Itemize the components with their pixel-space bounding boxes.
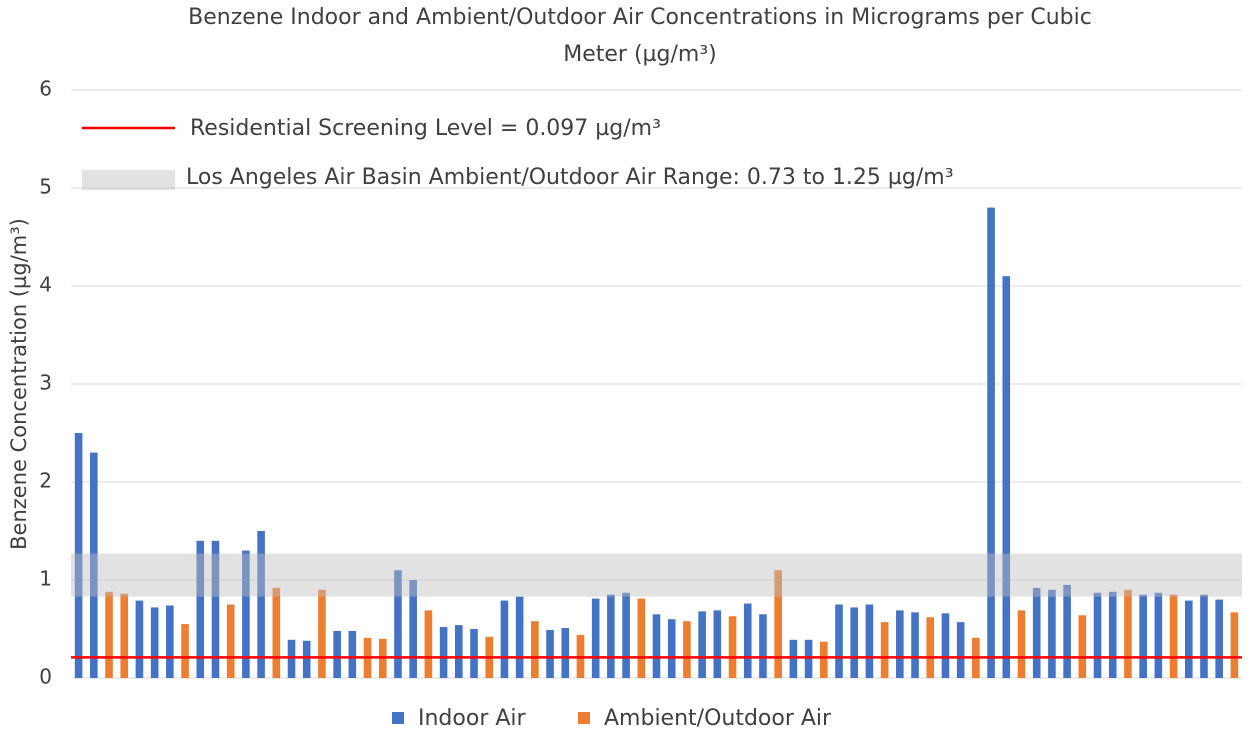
bar xyxy=(1017,610,1026,678)
bar xyxy=(302,640,311,678)
bar xyxy=(424,610,433,678)
bar xyxy=(74,433,83,678)
bar xyxy=(105,591,113,678)
bar xyxy=(941,613,950,678)
bar xyxy=(454,625,463,678)
bar xyxy=(865,604,874,678)
bar xyxy=(287,639,296,678)
bar xyxy=(546,629,554,678)
bar xyxy=(1002,276,1011,678)
y-tick-label: 5 xyxy=(39,175,52,199)
chart-title: Meter (µg/m³) xyxy=(563,42,717,67)
bar xyxy=(956,622,965,678)
legend-swatch xyxy=(392,712,404,724)
bar xyxy=(713,610,722,678)
bar xyxy=(987,207,995,678)
bar xyxy=(166,605,174,678)
y-tick-label: 0 xyxy=(39,665,52,689)
bar xyxy=(409,580,417,678)
bar xyxy=(394,570,402,678)
legend-swatch xyxy=(82,170,175,190)
bar xyxy=(333,630,341,678)
bar xyxy=(896,610,904,678)
bar xyxy=(1093,592,1102,678)
bar xyxy=(196,540,205,678)
bar xyxy=(926,617,935,678)
bar xyxy=(211,540,220,678)
bar xyxy=(911,612,919,678)
bar xyxy=(652,614,661,678)
bar xyxy=(774,570,782,678)
bar xyxy=(439,627,448,678)
bar xyxy=(743,603,752,678)
bar xyxy=(120,593,129,678)
bar xyxy=(257,531,265,678)
bar xyxy=(1215,599,1223,678)
bar xyxy=(561,628,570,678)
y-tick-label: 1 xyxy=(39,567,52,591)
bar xyxy=(348,630,357,678)
bar xyxy=(819,641,828,678)
legend-label: Los Angeles Air Basin Ambient/Outdoor Ai… xyxy=(186,165,954,190)
y-axis-label: Benzene Concentration (µg/m³) xyxy=(7,218,31,550)
bar xyxy=(470,629,478,678)
bar xyxy=(1184,600,1193,678)
bar xyxy=(500,600,509,678)
bar xyxy=(683,621,691,678)
bar xyxy=(759,614,767,678)
bar xyxy=(90,452,98,678)
bar xyxy=(667,619,676,678)
y-tick-label: 4 xyxy=(39,273,52,297)
bar xyxy=(1230,612,1239,678)
legend-swatch xyxy=(578,712,590,724)
legend-label: Residential Screening Level = 0.097 µg/m… xyxy=(190,116,661,141)
bar xyxy=(226,604,235,678)
legend-label: Indoor Air xyxy=(418,706,527,731)
bar xyxy=(728,616,737,678)
bar xyxy=(1108,591,1117,678)
chart-title: Benzene Indoor and Ambient/Outdoor Air C… xyxy=(188,5,1092,30)
bar xyxy=(835,604,843,678)
bar xyxy=(515,596,524,678)
bar xyxy=(181,624,189,678)
bar xyxy=(1139,594,1147,678)
bar xyxy=(1169,594,1178,678)
bar xyxy=(1078,615,1087,678)
bar xyxy=(1032,587,1041,678)
bar xyxy=(1124,589,1132,678)
bar xyxy=(622,592,630,678)
reference-band xyxy=(71,553,1242,597)
bar xyxy=(318,589,326,678)
y-tick-label: 3 xyxy=(39,371,52,395)
y-tick-label: 6 xyxy=(39,77,52,101)
bar xyxy=(1200,594,1208,678)
bar xyxy=(242,550,250,678)
bar xyxy=(637,598,646,678)
bar xyxy=(531,621,539,678)
legend-label: Ambient/Outdoor Air xyxy=(604,706,832,731)
bar xyxy=(1063,584,1071,678)
bar xyxy=(1048,589,1056,678)
bar xyxy=(150,607,159,678)
bar xyxy=(607,594,615,678)
bar xyxy=(804,639,813,678)
bar xyxy=(789,639,798,678)
y-tick-label: 2 xyxy=(39,469,52,493)
bar xyxy=(1154,592,1163,678)
bar xyxy=(698,611,706,678)
bar xyxy=(880,622,889,678)
bar xyxy=(850,607,859,678)
bar xyxy=(591,598,600,678)
bar xyxy=(135,600,144,678)
bar xyxy=(272,587,281,678)
